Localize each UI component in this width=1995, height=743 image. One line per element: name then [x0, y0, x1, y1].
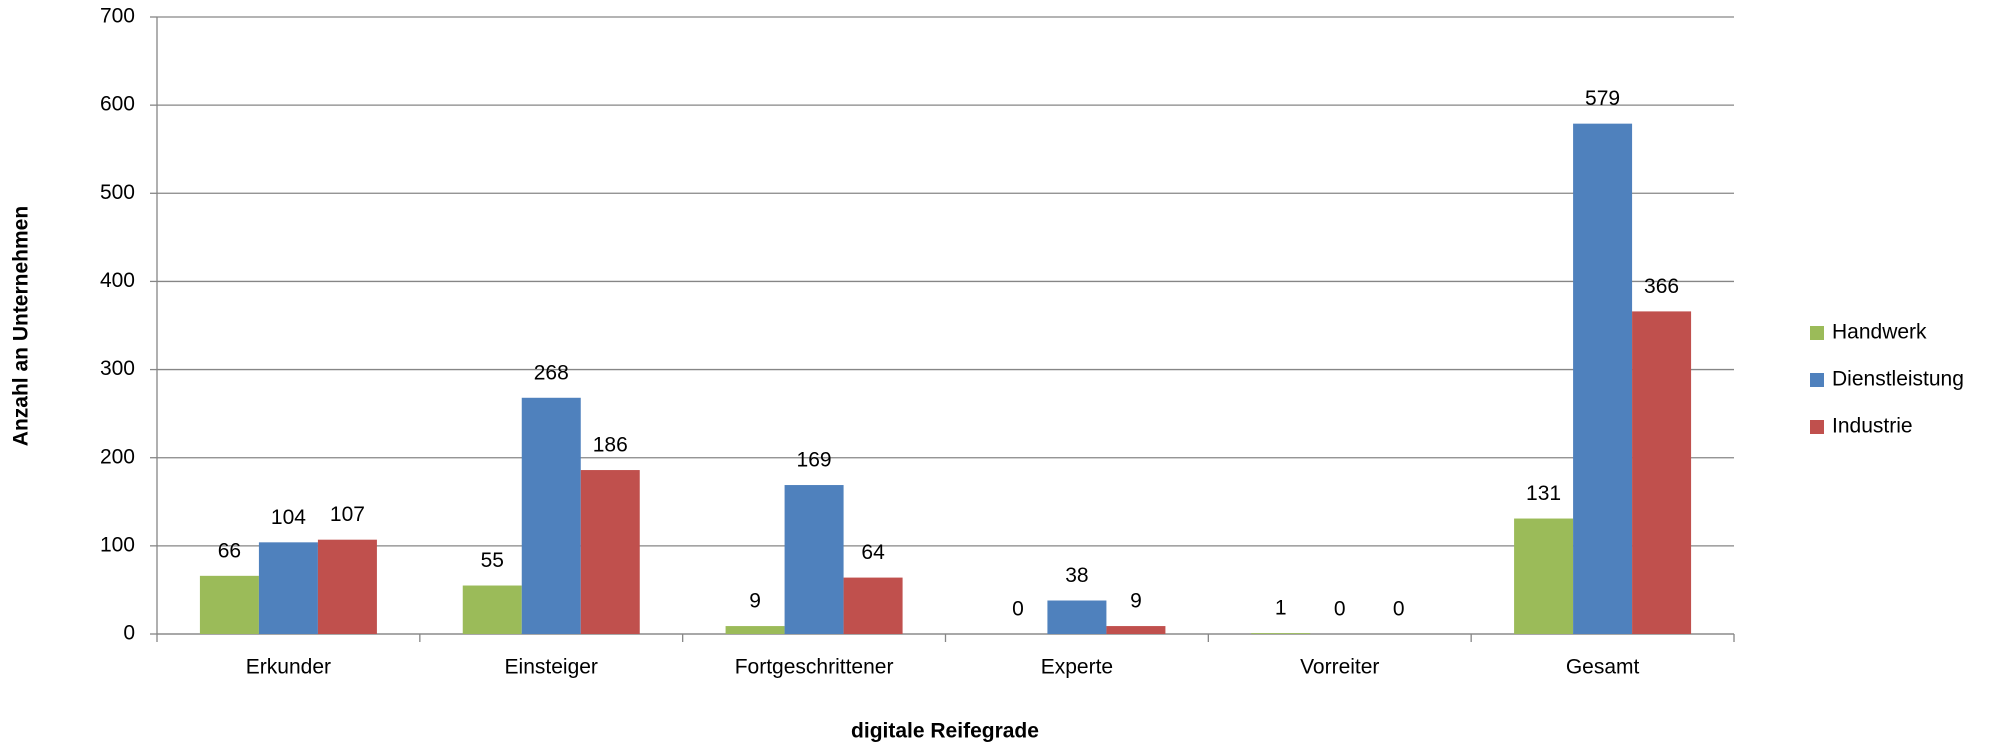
y-tick-label: 600 [100, 93, 135, 116]
x-tick-label: Erkunder [246, 656, 331, 679]
data-label: 0 [1393, 598, 1405, 621]
x-tick-label: Gesamt [1566, 656, 1640, 679]
data-label: 107 [330, 503, 365, 526]
bar [784, 485, 844, 634]
bar [199, 575, 259, 634]
data-label: 131 [1526, 482, 1561, 505]
bar [843, 577, 903, 634]
bar [317, 539, 377, 634]
legend-label: Industrie [1832, 415, 1913, 438]
y-tick-label: 200 [100, 445, 135, 468]
bar [1514, 518, 1574, 634]
legend-swatch [1810, 326, 1824, 340]
y-tick-label: 700 [100, 5, 135, 28]
data-label: 38 [1065, 564, 1088, 587]
data-label: 366 [1644, 275, 1679, 298]
y-tick-label: 400 [100, 269, 135, 292]
bar [521, 397, 581, 634]
y-tick-label: 100 [100, 533, 135, 556]
y-tick-label: 500 [100, 181, 135, 204]
bar [1251, 633, 1311, 634]
data-label: 9 [749, 590, 761, 613]
y-tick-label: 0 [123, 622, 135, 645]
x-tick-label: Fortgeschrittener [735, 656, 894, 679]
data-label: 186 [593, 434, 628, 457]
legend-swatch [1810, 420, 1824, 434]
data-label: 0 [1334, 598, 1346, 621]
x-tick-label: Einsteiger [505, 656, 598, 679]
data-label: 579 [1585, 87, 1620, 110]
data-label: 64 [861, 541, 885, 564]
legend-label: Handwerk [1832, 321, 1927, 344]
data-label: 66 [218, 539, 241, 562]
legend-label: Dienstleistung [1832, 368, 1964, 391]
bar [1632, 311, 1692, 634]
legend-swatch [1810, 373, 1824, 387]
x-tick-label: Experte [1041, 656, 1113, 679]
x-axis-title: digitale Reifegrade [851, 720, 1039, 743]
y-tick-label: 300 [100, 357, 135, 380]
bar [462, 585, 522, 634]
data-label: 9 [1130, 590, 1142, 613]
bar [1106, 626, 1166, 634]
bar [1573, 123, 1633, 634]
data-label: 268 [534, 361, 569, 384]
data-label: 104 [271, 506, 306, 529]
data-label: 169 [797, 449, 832, 472]
bar [1047, 600, 1107, 634]
bar [580, 470, 640, 634]
bar [258, 542, 318, 634]
x-tick-label: Vorreiter [1300, 656, 1379, 679]
data-label: 55 [481, 549, 504, 572]
data-label: 1 [1275, 597, 1287, 620]
bar [725, 626, 785, 634]
y-axis-title: Anzahl an Unternehmen [10, 206, 33, 446]
data-label: 0 [1012, 598, 1024, 621]
